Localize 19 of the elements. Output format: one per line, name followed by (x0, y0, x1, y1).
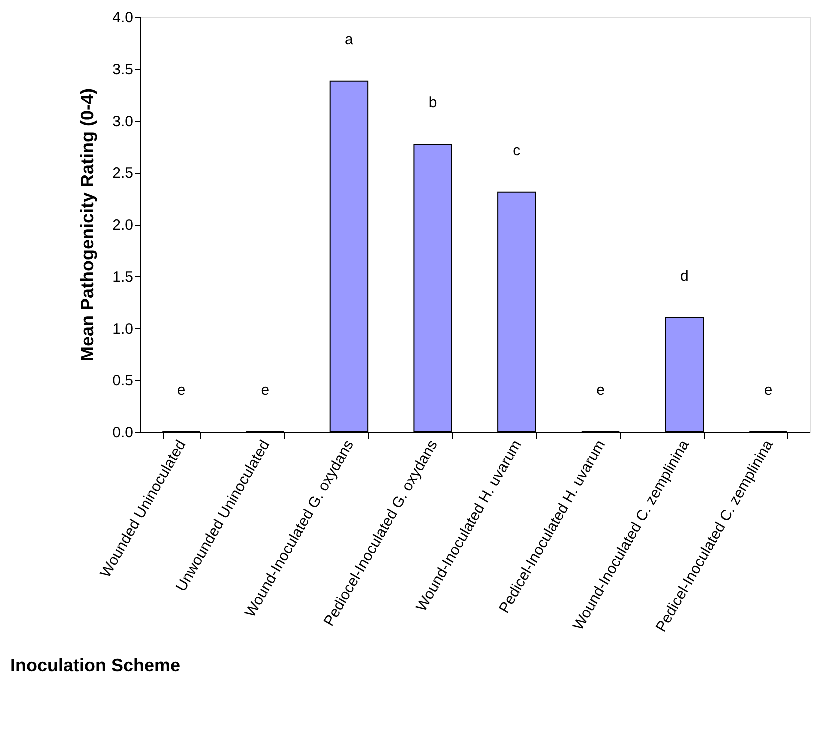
annotation: e (177, 382, 186, 399)
annotation: e (261, 382, 270, 399)
y-axis-title: Mean Pathogenicity Rating (0-4) (78, 88, 98, 362)
x-axis-title: Inoculation Scheme (10, 656, 181, 676)
y-tick-label: 1.0 (112, 320, 134, 338)
y-tick-label: 1.5 (112, 268, 134, 286)
annotation: d (680, 268, 689, 285)
annotation: e (596, 382, 605, 399)
y-tick-label: 3.5 (112, 61, 134, 78)
annotation: e (764, 382, 773, 399)
y-tick-label: 2.5 (112, 165, 134, 182)
y-tick-label: 3.0 (112, 113, 134, 130)
annotation: b (428, 94, 438, 112)
annotation: a (345, 31, 354, 48)
y-tick-label: 0.0 (112, 424, 134, 442)
y-tick-label: 2.0 (112, 217, 134, 234)
annotation: c (513, 142, 522, 160)
y-tick-label: 4.0 (112, 10, 134, 26)
y-tick-label: 0.5 (112, 372, 134, 390)
